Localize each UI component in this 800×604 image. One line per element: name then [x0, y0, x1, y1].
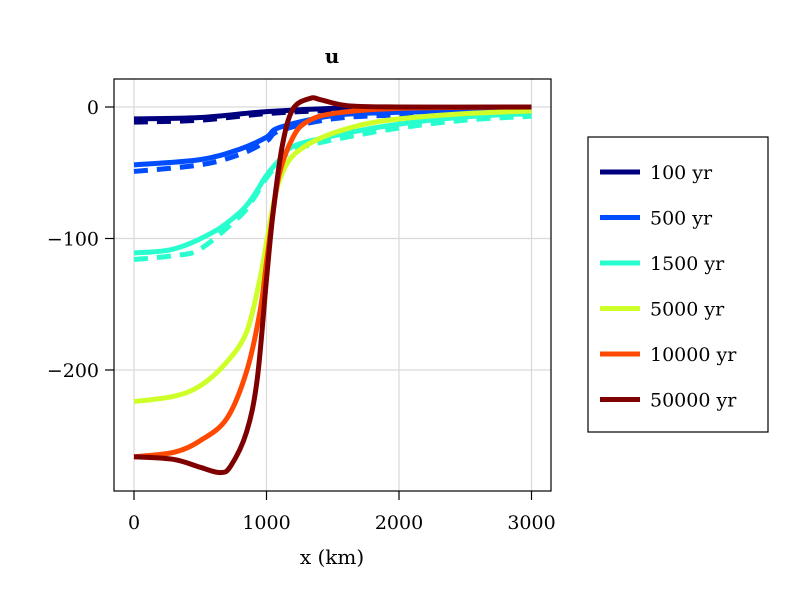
x-axis: 0 1000 2000 3000: [128, 491, 556, 534]
y-axis: 0 −100 −200: [47, 97, 114, 382]
series-line: [133, 111, 532, 256]
x-tick-label: 0: [128, 512, 140, 534]
legend-label: 5000 yr: [650, 299, 725, 321]
legend: 100 yr 500 yr 1500 yr 5000 yr 10000 yr 50000 …: [587, 136, 769, 433]
series-line: [133, 107, 532, 168]
x-tick-label: 3000: [507, 512, 555, 534]
y-tick-label: 0: [87, 97, 99, 119]
legend-label: 10000 yr: [650, 344, 737, 366]
grid: [114, 79, 551, 491]
series-line: [133, 108, 532, 405]
legend-label: 1500 yr: [650, 253, 725, 275]
series-group: [133, 95, 532, 476]
legend-label: 100 yr: [650, 162, 713, 184]
plot-frame: [113, 78, 552, 492]
legend-box: [587, 136, 769, 433]
y-tick-label: −100: [47, 229, 99, 251]
series-line-dashed: [133, 113, 532, 263]
legend-label: 50000 yr: [650, 390, 737, 412]
x-tick-label: 2000: [375, 512, 423, 534]
y-tick-label: −200: [47, 360, 99, 382]
series-line: [133, 95, 532, 476]
legend-label: 500 yr: [650, 208, 713, 230]
x-axis-label: x (km): [300, 545, 364, 569]
x-tick-label: 1000: [242, 512, 290, 534]
chart-title: u: [325, 44, 340, 68]
